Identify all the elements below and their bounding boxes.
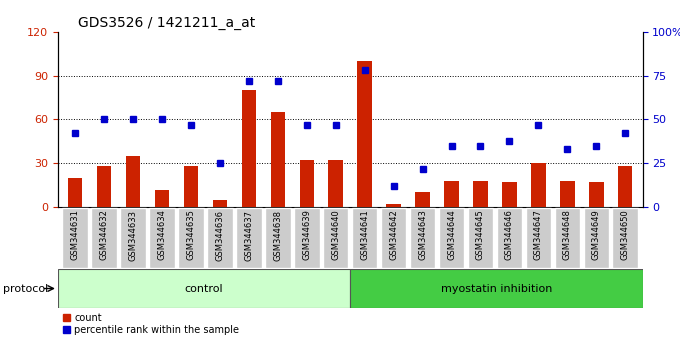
FancyBboxPatch shape [496, 208, 522, 268]
FancyBboxPatch shape [350, 269, 643, 308]
Bar [415, 193, 430, 207]
FancyBboxPatch shape [352, 208, 377, 268]
Bar [155, 190, 169, 207]
FancyBboxPatch shape [410, 208, 435, 268]
Text: GSM344635: GSM344635 [186, 210, 195, 261]
Bar [97, 166, 112, 207]
Text: GSM344638: GSM344638 [273, 210, 282, 261]
FancyBboxPatch shape [236, 208, 262, 268]
FancyBboxPatch shape [323, 208, 348, 268]
Text: GSM344631: GSM344631 [71, 210, 80, 261]
FancyBboxPatch shape [207, 208, 233, 268]
Bar [241, 90, 256, 207]
FancyBboxPatch shape [613, 208, 638, 268]
Text: GDS3526 / 1421211_a_at: GDS3526 / 1421211_a_at [78, 16, 256, 30]
FancyBboxPatch shape [265, 208, 290, 268]
FancyBboxPatch shape [120, 208, 146, 268]
Text: GSM344641: GSM344641 [360, 210, 369, 260]
Bar [618, 166, 632, 207]
Bar [386, 204, 401, 207]
Text: control: control [185, 284, 223, 293]
Bar [213, 200, 227, 207]
Bar [68, 178, 82, 207]
Bar [531, 163, 545, 207]
Bar [444, 181, 459, 207]
Text: GSM344634: GSM344634 [158, 210, 167, 261]
FancyBboxPatch shape [150, 208, 175, 268]
Text: GSM344647: GSM344647 [534, 210, 543, 261]
Text: GSM344650: GSM344650 [621, 210, 630, 260]
Bar [184, 166, 198, 207]
Text: GSM344637: GSM344637 [244, 210, 254, 261]
Text: GSM344645: GSM344645 [476, 210, 485, 260]
Text: GSM344648: GSM344648 [563, 210, 572, 261]
Bar [358, 61, 372, 207]
Text: GSM344649: GSM344649 [592, 210, 600, 260]
Text: myostatin inhibition: myostatin inhibition [441, 284, 552, 293]
Text: GSM344633: GSM344633 [129, 210, 137, 261]
Text: GSM344642: GSM344642 [389, 210, 398, 260]
Text: protocol: protocol [3, 284, 48, 293]
Text: GSM344644: GSM344644 [447, 210, 456, 260]
Bar [503, 182, 517, 207]
FancyBboxPatch shape [468, 208, 493, 268]
Text: GSM344640: GSM344640 [331, 210, 340, 260]
Text: GSM344643: GSM344643 [418, 210, 427, 261]
Bar [473, 181, 488, 207]
FancyBboxPatch shape [439, 208, 464, 268]
FancyBboxPatch shape [526, 208, 551, 268]
FancyBboxPatch shape [63, 208, 88, 268]
Bar [299, 160, 314, 207]
Bar [126, 156, 140, 207]
Legend: count, percentile rank within the sample: count, percentile rank within the sample [63, 313, 239, 335]
Text: GSM344639: GSM344639 [303, 210, 311, 261]
FancyBboxPatch shape [555, 208, 580, 268]
FancyBboxPatch shape [381, 208, 407, 268]
Text: GSM344646: GSM344646 [505, 210, 514, 261]
Bar [589, 182, 604, 207]
FancyBboxPatch shape [58, 269, 350, 308]
Text: GSM344636: GSM344636 [216, 210, 224, 261]
Bar [560, 181, 575, 207]
Text: GSM344632: GSM344632 [100, 210, 109, 261]
Bar [271, 112, 285, 207]
FancyBboxPatch shape [294, 208, 320, 268]
Bar [328, 160, 343, 207]
FancyBboxPatch shape [178, 208, 204, 268]
FancyBboxPatch shape [91, 208, 117, 268]
FancyBboxPatch shape [583, 208, 609, 268]
